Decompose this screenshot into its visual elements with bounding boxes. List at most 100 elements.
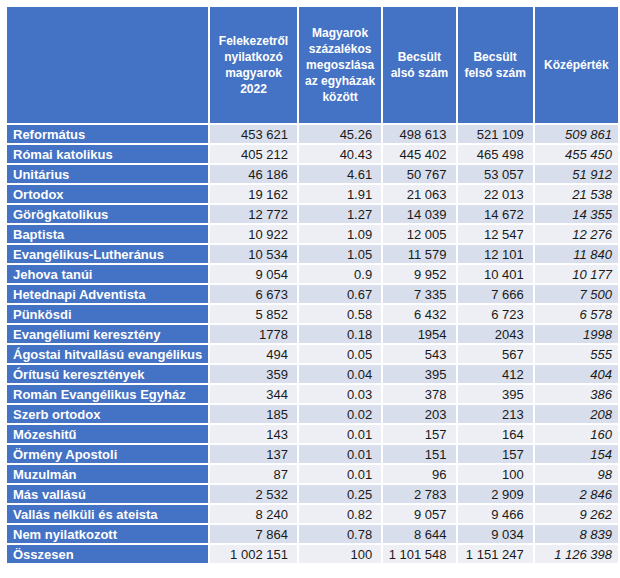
row-label-cell: Vallás nélküli és ateista <box>7 505 208 523</box>
upper-estimate-cell: 12 101 <box>458 245 533 263</box>
upper-estimate-cell: 53 057 <box>458 165 533 183</box>
midpoint-cell: 1998 <box>535 325 618 343</box>
percent-share-cell: 0.04 <box>299 365 381 383</box>
declared-count-cell: 7 864 <box>210 525 297 543</box>
header-cell-lower-estimate: Becsült alsó szám <box>383 7 455 123</box>
upper-estimate-cell: 7 666 <box>458 285 533 303</box>
row-label-cell: Református <box>7 125 208 143</box>
table-row: Ortodox19 1621.9121 06322 01321 538 <box>7 185 618 203</box>
declared-count-cell: 6 673 <box>210 285 297 303</box>
midpoint-cell: 509 861 <box>535 125 618 143</box>
lower-estimate-cell: 1 101 548 <box>383 545 455 563</box>
lower-estimate-cell: 157 <box>383 425 455 443</box>
midpoint-cell: 11 840 <box>535 245 618 263</box>
midpoint-cell: 98 <box>535 465 618 483</box>
table-body: Református453 62145.26498 613521 109509 … <box>7 125 618 563</box>
midpoint-cell: 154 <box>535 445 618 463</box>
row-label-cell: Örmény Apostoli <box>7 445 208 463</box>
declared-count-cell: 344 <box>210 385 297 403</box>
upper-estimate-cell: 100 <box>458 465 533 483</box>
row-label-cell: Evangéliumi keresztény <box>7 325 208 343</box>
upper-estimate-cell: 395 <box>458 385 533 403</box>
lower-estimate-cell: 8 644 <box>383 525 455 543</box>
lower-estimate-cell: 395 <box>383 365 455 383</box>
percent-share-cell: 1.09 <box>299 225 381 243</box>
row-label-cell: Ágostai hitvallású evangélikus <box>7 345 208 363</box>
midpoint-cell: 455 450 <box>535 145 618 163</box>
row-label-cell: Nem nyilatkozott <box>7 525 208 543</box>
lower-estimate-cell: 1954 <box>383 325 455 343</box>
declared-count-cell: 1778 <box>210 325 297 343</box>
lower-estimate-cell: 151 <box>383 445 455 463</box>
header-cell-declared-2022: Felekezetről nyilatkozó magyarok 2022 <box>210 7 297 123</box>
table-row: Görögkatolikus12 7721.2714 03914 67214 3… <box>7 205 618 223</box>
percent-share-cell: 0.82 <box>299 505 381 523</box>
row-label-cell: Görögkatolikus <box>7 205 208 223</box>
percent-share-cell: 1.91 <box>299 185 381 203</box>
table-row: Baptista10 9221.0912 00512 54712 276 <box>7 225 618 243</box>
row-label-cell: Hetednapi Adventista <box>7 285 208 303</box>
midpoint-cell: 2 846 <box>535 485 618 503</box>
declared-count-cell: 185 <box>210 405 297 423</box>
lower-estimate-cell: 445 402 <box>383 145 455 163</box>
row-label-cell: Pünkösdi <box>7 305 208 323</box>
midpoint-cell: 12 276 <box>535 225 618 243</box>
declared-count-cell: 10 922 <box>210 225 297 243</box>
header-cell-empty <box>7 7 208 123</box>
lower-estimate-cell: 6 432 <box>383 305 455 323</box>
declared-count-cell: 359 <box>210 365 297 383</box>
declared-count-cell: 5 852 <box>210 305 297 323</box>
row-label-cell: Ortodox <box>7 185 208 203</box>
table-row: Evangéliumi keresztény17780.181954204319… <box>7 325 618 343</box>
upper-estimate-cell: 567 <box>458 345 533 363</box>
table-header: Felekezetről nyilatkozó magyarok 2022 Ma… <box>7 7 618 123</box>
midpoint-cell: 10 177 <box>535 265 618 283</box>
upper-estimate-cell: 1 151 247 <box>458 545 533 563</box>
upper-estimate-cell: 12 547 <box>458 225 533 243</box>
lower-estimate-cell: 14 039 <box>383 205 455 223</box>
upper-estimate-cell: 6 723 <box>458 305 533 323</box>
lower-estimate-cell: 2 783 <box>383 485 455 503</box>
table-row: Unitárius46 1864.6150 76753 05751 912 <box>7 165 618 183</box>
midpoint-cell: 386 <box>535 385 618 403</box>
table-row: Római katolikus405 21240.43445 402465 49… <box>7 145 618 163</box>
table-row: Összesen1 002 1511001 101 5481 151 2471 … <box>7 545 618 563</box>
lower-estimate-cell: 9 952 <box>383 265 455 283</box>
upper-estimate-cell: 213 <box>458 405 533 423</box>
percent-share-cell: 0.05 <box>299 345 381 363</box>
midpoint-cell: 555 <box>535 345 618 363</box>
declared-count-cell: 405 212 <box>210 145 297 163</box>
table-row: Muzulmán870.019610098 <box>7 465 618 483</box>
table-row: Mózeshitű1430.01157164160 <box>7 425 618 443</box>
midpoint-cell: 21 538 <box>535 185 618 203</box>
row-label-cell: Mózeshitű <box>7 425 208 443</box>
table-row: Szerb ortodox1850.02203213208 <box>7 405 618 423</box>
upper-estimate-cell: 157 <box>458 445 533 463</box>
row-label-cell: Jehova tanúi <box>7 265 208 283</box>
lower-estimate-cell: 7 335 <box>383 285 455 303</box>
table-row: Evangélikus-Lutheránus10 5341.0511 57912… <box>7 245 618 263</box>
header-cell-percent-share: Magyarok százalékos megoszlása az egyház… <box>299 7 381 123</box>
declared-count-cell: 19 162 <box>210 185 297 203</box>
table-row: Más vallású2 5320.252 7832 9092 846 <box>7 485 618 503</box>
upper-estimate-cell: 2043 <box>458 325 533 343</box>
table-row: Nem nyilatkozott7 8640.788 6449 0348 839 <box>7 525 618 543</box>
lower-estimate-cell: 21 063 <box>383 185 455 203</box>
percent-share-cell: 1.05 <box>299 245 381 263</box>
lower-estimate-cell: 203 <box>383 405 455 423</box>
declared-count-cell: 2 532 <box>210 485 297 503</box>
midpoint-cell: 7 500 <box>535 285 618 303</box>
table-row: Örmény Apostoli1370.01151157154 <box>7 445 618 463</box>
percent-share-cell: 0.78 <box>299 525 381 543</box>
upper-estimate-cell: 465 498 <box>458 145 533 163</box>
table-row: Jehova tanúi9 0540.99 95210 40110 177 <box>7 265 618 283</box>
declared-count-cell: 10 534 <box>210 245 297 263</box>
upper-estimate-cell: 10 401 <box>458 265 533 283</box>
percent-share-cell: 0.9 <box>299 265 381 283</box>
percent-share-cell: 1.27 <box>299 205 381 223</box>
declared-count-cell: 494 <box>210 345 297 363</box>
row-label-cell: Evangélikus-Lutheránus <box>7 245 208 263</box>
midpoint-cell: 14 355 <box>535 205 618 223</box>
upper-estimate-cell: 2 909 <box>458 485 533 503</box>
declared-count-cell: 137 <box>210 445 297 463</box>
